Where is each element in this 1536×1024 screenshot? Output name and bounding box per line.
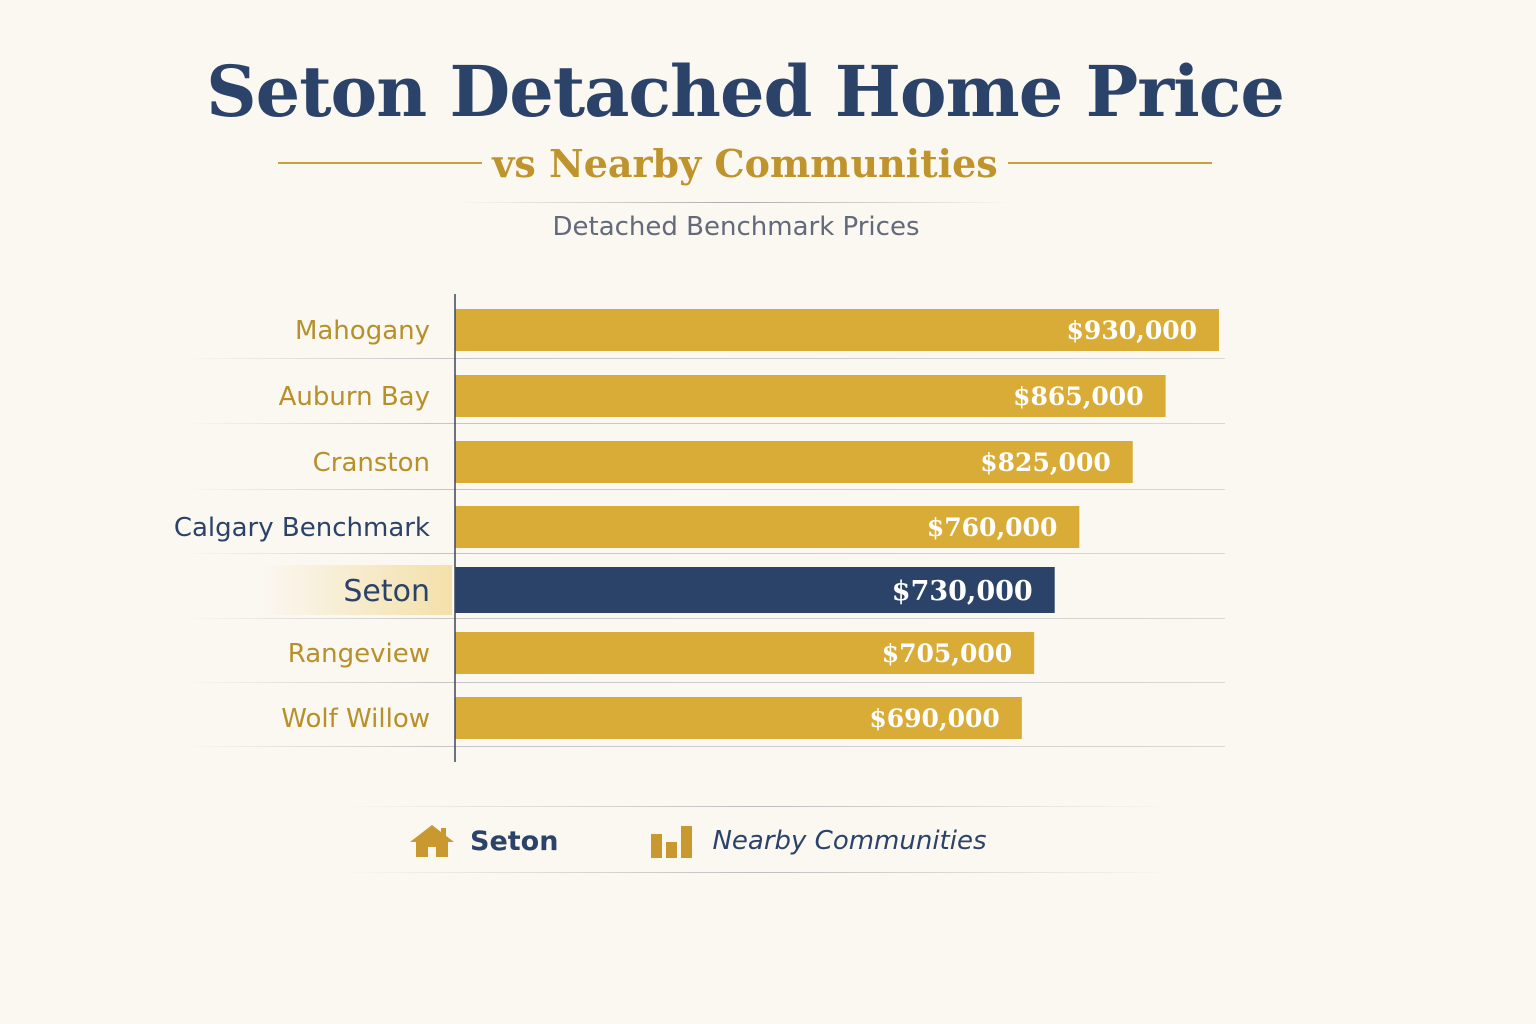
row-divider	[180, 358, 1225, 359]
bar-auburn-bay	[455, 375, 1166, 417]
category-label: Wolf Willow	[281, 704, 430, 734]
legend-top-rule	[340, 806, 1176, 807]
subtitle-divider	[455, 202, 1015, 203]
row-divider	[180, 618, 1225, 619]
value-label: $760,000	[927, 513, 1057, 542]
bar-cranston	[455, 441, 1133, 483]
value-label: $825,000	[980, 448, 1110, 477]
bar-wolf-willow	[455, 697, 1022, 739]
row-divider	[180, 682, 1225, 683]
row-divider	[180, 746, 1225, 747]
bar-calgary-benchmark	[455, 506, 1080, 548]
chart-subtitle: vs Nearby Communities	[492, 140, 998, 186]
category-label: Auburn Bay	[279, 382, 430, 412]
legend-bottom-rule	[340, 872, 1176, 873]
legend: Seton Nearby Communities	[408, 818, 987, 864]
subtitle-left-rule	[278, 162, 482, 164]
value-label: $730,000	[892, 576, 1033, 607]
category-label: Calgary Benchmark	[174, 513, 430, 543]
legend-label-seton: Seton	[470, 825, 559, 857]
chart-title: Seton Detached Home Price	[206, 50, 1285, 133]
bar-rangeview	[455, 632, 1035, 674]
row-divider	[180, 423, 1225, 424]
bar-seton	[455, 567, 1055, 613]
legend-label-nearby: Nearby Communities	[712, 826, 987, 856]
legend-item-seton: Seton	[408, 823, 558, 859]
row-divider	[180, 489, 1225, 490]
row-divider	[180, 553, 1225, 554]
value-label: $705,000	[882, 639, 1012, 668]
category-label: Mahogany	[295, 316, 430, 346]
category-label: Cranston	[313, 448, 430, 478]
value-label: $865,000	[1013, 382, 1143, 411]
subtitle-right-rule	[1008, 162, 1212, 164]
value-label: $930,000	[1067, 316, 1197, 345]
bar-chart-icon	[651, 826, 693, 858]
subtitle-row: vs Nearby Communities	[278, 138, 1212, 188]
bar-chart: Mahogany $930,000 Auburn Bay $865,000 Cranst…	[174, 294, 1225, 762]
house-icon	[410, 825, 454, 857]
value-label: $690,000	[869, 704, 999, 733]
chart-caption: Detached Benchmark Prices	[552, 212, 920, 242]
legend-item-nearby: Nearby Communities	[650, 824, 987, 858]
highlight-label-glow	[262, 565, 452, 615]
bar-mahogany	[455, 309, 1219, 351]
category-label: Rangeview	[288, 639, 430, 669]
category-label: Seton	[343, 574, 430, 609]
